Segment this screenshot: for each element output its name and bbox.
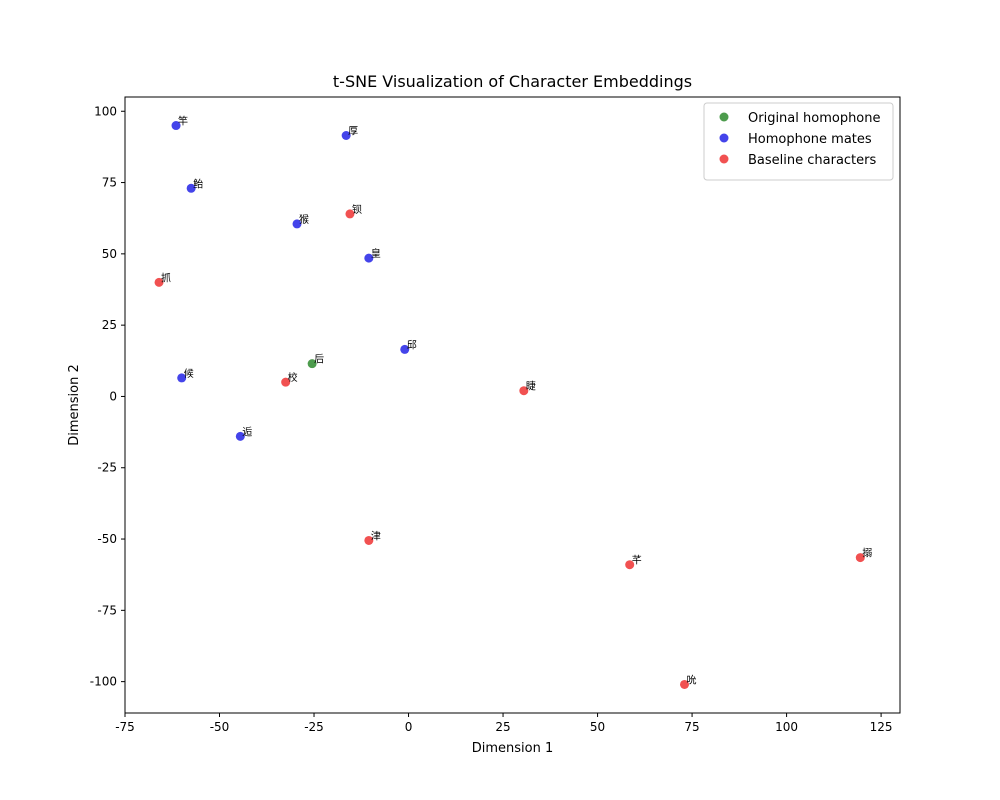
data-point (364, 535, 374, 545)
data-point (177, 373, 187, 383)
point-label: 校 (288, 371, 298, 384)
data-point (400, 344, 410, 354)
point-label: 津 (371, 530, 381, 542)
point-label: 吮 (687, 673, 697, 686)
data-point (235, 431, 245, 441)
x-tick-label: 50 (590, 720, 605, 734)
x-tick-label: 125 (870, 720, 893, 734)
point-label: 鲐 (193, 177, 203, 190)
data-point (519, 386, 529, 396)
x-tick-label: 25 (495, 720, 510, 734)
plot-area (124, 96, 901, 714)
y-tick-label: 25 (102, 318, 117, 332)
legend-marker (719, 154, 729, 164)
x-axis-ticks: -75 -50 -25 0 25 50 75 100 125 (115, 713, 893, 734)
legend-label: Original homophone (748, 111, 881, 126)
x-tick-label: 0 (405, 720, 413, 734)
y-tick-label: -25 (97, 461, 117, 475)
legend-label: Baseline characters (748, 153, 877, 168)
point-label: 搦 (862, 547, 872, 560)
legend-label: Homophone mates (748, 132, 872, 147)
data-point (855, 553, 865, 563)
y-tick-label: 75 (102, 176, 117, 190)
data-point (186, 183, 196, 193)
point-label: 后 (314, 354, 324, 366)
point-label: 芊 (632, 554, 642, 567)
data-point (680, 679, 690, 689)
x-tick-label: -25 (304, 720, 324, 734)
point-label: 钡 (352, 203, 362, 216)
y-axis-ticks: -100 -75 -50 -25 0 25 50 75 100 (90, 104, 125, 689)
x-tick-label: -75 (115, 720, 135, 734)
y-tick-label: -50 (97, 532, 117, 546)
data-point (292, 219, 302, 229)
data-point (154, 277, 164, 287)
data-point (341, 131, 351, 140)
legend-marker (719, 112, 729, 122)
data-point (345, 209, 355, 219)
y-tick-label: -100 (90, 675, 117, 689)
y-axis-title: Dimension 2 (67, 364, 82, 446)
x-tick-label: 75 (684, 720, 699, 734)
legend: Original homophone Homophone mates Baselin… (703, 102, 894, 181)
data-point (364, 253, 374, 263)
point-label: 抓 (161, 271, 171, 284)
point-label: 竿 (178, 115, 188, 128)
data-point (307, 359, 317, 369)
point-label: 逅 (242, 425, 252, 438)
point-label: 厚 (348, 126, 358, 138)
x-axis-title: Dimension 1 (472, 741, 554, 756)
legend-marker (719, 133, 729, 143)
point-label: 候 (184, 367, 194, 380)
data-point (171, 121, 181, 131)
point-label: 邱 (407, 338, 417, 351)
data-point (281, 377, 291, 387)
chart-title: t-SNE Visualization of Character Embeddi… (333, 72, 692, 91)
y-tick-label: 50 (102, 247, 117, 261)
x-tick-label: -50 (210, 720, 230, 734)
x-tick-label: 100 (775, 720, 798, 734)
legend-box (703, 102, 894, 181)
y-tick-label: -75 (97, 603, 117, 617)
data-point (625, 560, 635, 570)
point-label: 猴 (299, 213, 309, 226)
y-tick-label: 0 (109, 389, 117, 403)
point-label: 睫 (526, 381, 536, 393)
point-label: 皇 (371, 247, 381, 260)
y-tick-label: 100 (94, 104, 117, 118)
